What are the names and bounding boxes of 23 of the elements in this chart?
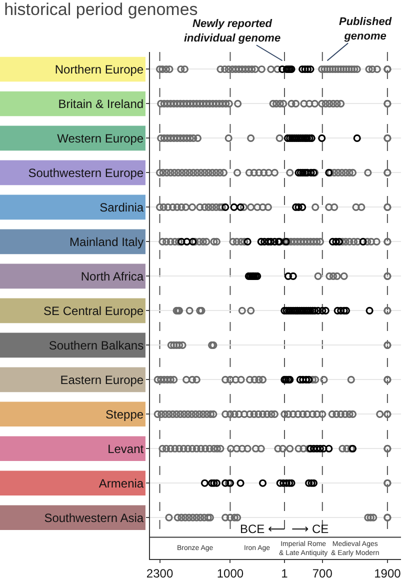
x-tick-label: 1000 [216,566,244,580]
text: Newly reported individual genome [184,18,281,44]
x-tick-label: 1900 [374,566,402,580]
x-tick-label: 700 [312,566,333,580]
chart-title: historical period genomes [4,0,198,19]
y-tick-label: Britain & Ireland [58,96,144,111]
y-tick-label: Mainland Italy [70,234,144,249]
x-tick-label: 2300 [146,566,174,580]
y-tick-label: Southwestern Asia [44,510,144,525]
annotation: BCE ⟵ ⟶ CE [240,522,329,536]
x-tick-label: 1 [281,566,288,580]
y-tick-label: Armenia [98,476,144,490]
y-tick-label: Western Europe [57,131,144,146]
y-tick-label: Northern Europe [54,62,144,76]
y-tick-label: Steppe [106,407,144,422]
y-tick-label: SE Central Europe [44,304,144,318]
y-tick-label: Southern Balkans [48,338,144,352]
text: Published genome [339,16,392,42]
y-tick-label: Southwestern Europe [28,166,144,180]
y-tick-label: Eastern Europe [60,372,144,387]
y-tick-label: Levant [108,442,144,456]
y-tick-label: North Africa [80,269,144,284]
y-tick-label: Sardinia [100,200,144,214]
